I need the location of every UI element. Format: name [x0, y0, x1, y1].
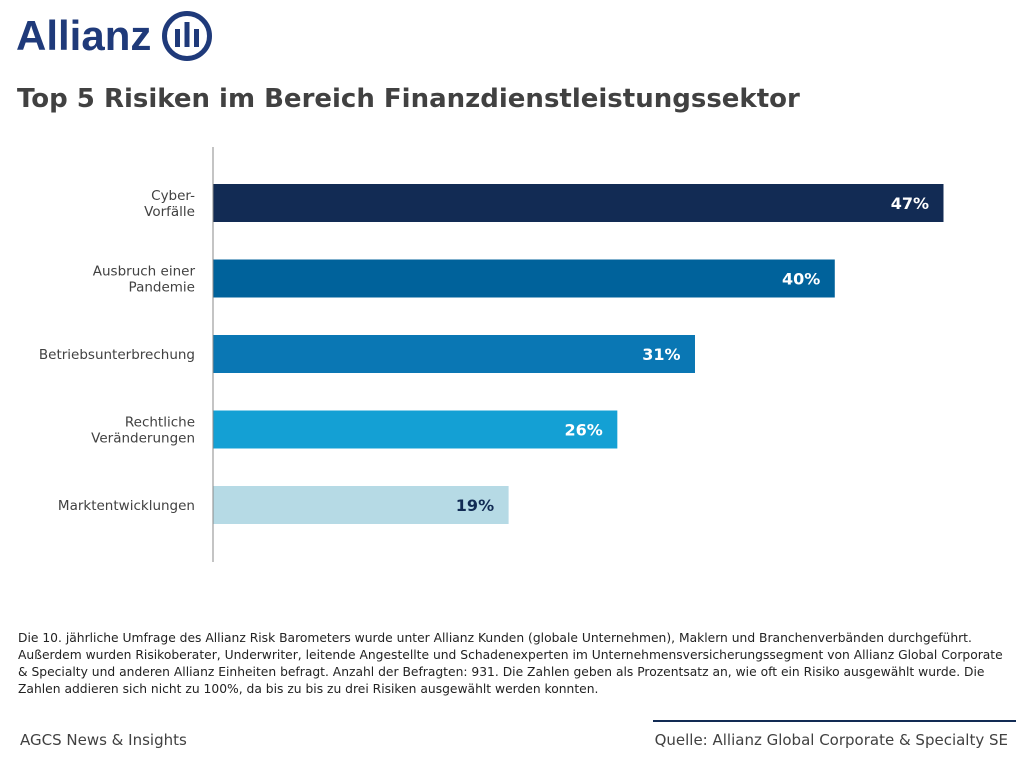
- footnote: Die 10. jährliche Umfrage des Allianz Ri…: [18, 631, 1003, 696]
- bar-chart: 47% Cyber-Vorfälle 40% Ausbruch einerPandem…: [39, 147, 944, 562]
- allianz-logo: Allianz: [16, 10, 213, 62]
- category-label: Vorfälle: [144, 204, 195, 220]
- category-label: Rechtliche: [125, 415, 195, 431]
- footer-left: AGCS News & Insights: [20, 731, 187, 749]
- allianz-eagle-icon: [162, 11, 213, 61]
- data-label: 47%: [891, 194, 929, 213]
- category-label: Marktentwicklungen: [58, 498, 195, 514]
- data-label: 40%: [782, 270, 820, 289]
- category-label: Veränderungen: [91, 431, 195, 447]
- page-title: Top 5 Risiken im Bereich Finanzdienstlei…: [17, 84, 800, 114]
- category-label: Ausbruch einer: [93, 264, 196, 280]
- divider: [653, 720, 1016, 722]
- data-label: 31%: [642, 345, 680, 364]
- category-label: Cyber-: [151, 188, 195, 204]
- logo-text: Allianz: [16, 12, 152, 59]
- data-label: 19%: [456, 496, 494, 515]
- data-label: 26%: [565, 421, 603, 440]
- category-label: Pandemie: [129, 280, 195, 296]
- bar: [213, 335, 695, 373]
- bar: [213, 486, 509, 524]
- bar: [213, 184, 944, 222]
- footer-source: Quelle: Allianz Global Corporate & Speci…: [654, 731, 1008, 749]
- bar: [213, 259, 835, 298]
- category-label: Betriebsunterbrechung: [39, 347, 195, 363]
- bar: [213, 410, 618, 449]
